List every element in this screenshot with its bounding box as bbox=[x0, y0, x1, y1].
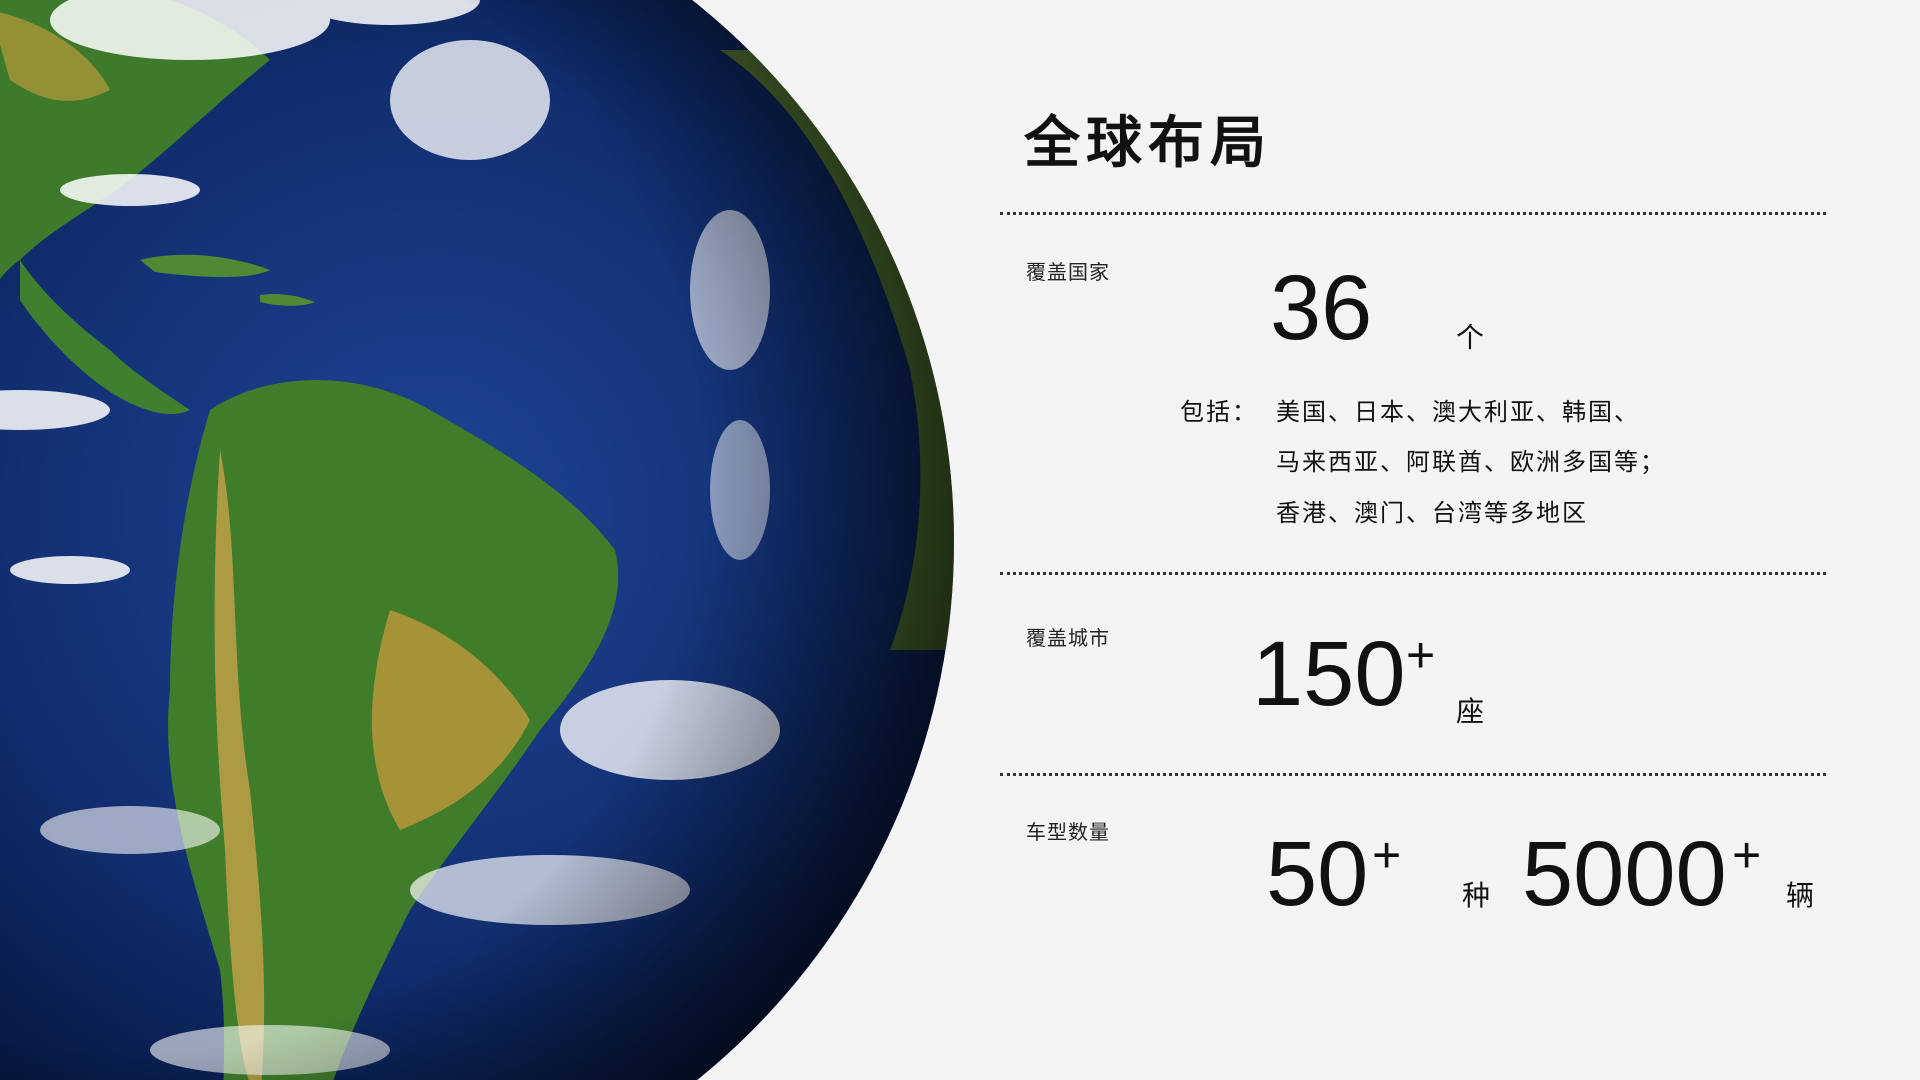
countries-value: 36 bbox=[1270, 257, 1373, 359]
models-label: 车型数量 bbox=[1026, 820, 1110, 844]
models-vehicles-plus: + bbox=[1732, 827, 1762, 883]
dotted-divider bbox=[1000, 212, 1826, 215]
dotted-divider bbox=[1000, 572, 1826, 575]
includes-label: 包括： bbox=[1180, 398, 1258, 426]
cities-plus: + bbox=[1406, 627, 1436, 683]
cities-label: 覆盖城市 bbox=[1026, 626, 1110, 650]
includes-line-3: 香港、澳门、台湾等多地区 bbox=[1276, 499, 1588, 527]
includes-line-2: 马来西亚、阿联酋、欧洲多国等； bbox=[1276, 448, 1666, 476]
dotted-divider bbox=[1000, 773, 1826, 776]
page-title: 全球布局 bbox=[1024, 111, 1272, 176]
models-vehicles-unit: 辆 bbox=[1786, 879, 1815, 912]
includes-line-1: 美国、日本、澳大利亚、韩国、 bbox=[1276, 398, 1640, 426]
models-types-value: 50 bbox=[1266, 823, 1369, 925]
countries-unit: 个 bbox=[1456, 321, 1485, 354]
models-vehicles-value: 5000 bbox=[1522, 823, 1727, 925]
globe-image-area bbox=[0, 0, 954, 1080]
global-layout-panel: 全球布局 覆盖国家 36 个 包括： 美国、日本、澳大利亚、韩国、 马来西亚、阿… bbox=[1000, 0, 1830, 1080]
models-types-plus: + bbox=[1372, 827, 1402, 883]
cities-value: 150 bbox=[1252, 623, 1406, 725]
countries-label: 覆盖国家 bbox=[1026, 260, 1110, 284]
models-types-unit: 种 bbox=[1462, 879, 1491, 912]
earth-globe-image bbox=[0, 0, 954, 1080]
cities-unit: 座 bbox=[1456, 695, 1485, 728]
